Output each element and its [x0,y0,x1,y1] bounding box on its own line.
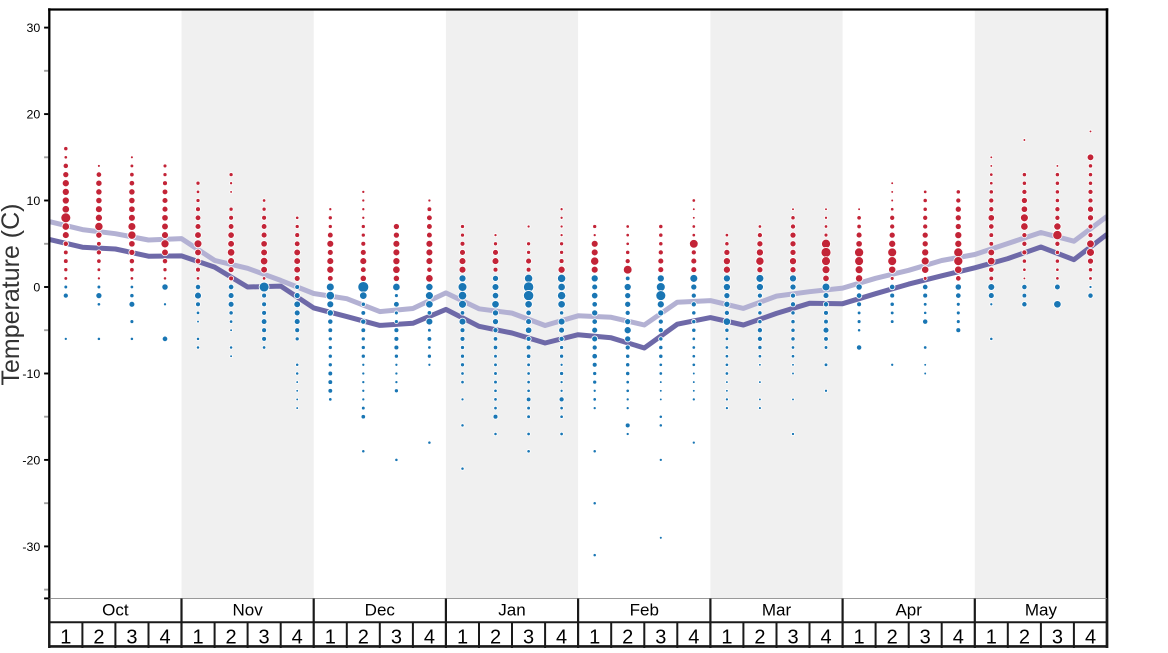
svg-text:4: 4 [292,627,303,649]
svg-text:Jan: Jan [498,601,525,620]
svg-text:4: 4 [556,627,567,649]
svg-text:4: 4 [688,627,699,649]
svg-text:20: 20 [27,108,41,122]
svg-text:-30: -30 [22,540,40,554]
svg-text:3: 3 [126,627,137,649]
svg-text:1: 1 [986,627,997,649]
svg-text:4: 4 [820,627,831,649]
svg-text:3: 3 [1052,627,1063,649]
svg-text:2: 2 [490,627,501,649]
svg-text:3: 3 [920,627,931,649]
svg-text:Nov: Nov [232,601,263,620]
svg-text:2: 2 [622,627,633,649]
svg-text:0: 0 [33,280,40,294]
svg-text:3: 3 [391,627,402,649]
svg-text:2: 2 [754,627,765,649]
svg-text:4: 4 [424,627,435,649]
svg-text:1: 1 [854,627,865,649]
svg-text:4: 4 [1085,627,1096,649]
svg-text:3: 3 [787,627,798,649]
svg-text:1: 1 [589,627,600,649]
svg-text:1: 1 [457,627,468,649]
svg-text:10: 10 [27,194,41,208]
svg-text:2: 2 [93,627,104,649]
svg-text:2: 2 [226,627,237,649]
svg-text:May: May [1025,601,1058,620]
svg-text:1: 1 [60,627,71,649]
svg-text:3: 3 [259,627,270,649]
svg-text:-20: -20 [22,453,40,467]
svg-text:4: 4 [953,627,964,649]
svg-text:3: 3 [523,627,534,649]
svg-text:-10: -10 [22,367,40,381]
svg-text:2: 2 [887,627,898,649]
svg-text:1: 1 [721,627,732,649]
svg-text:1: 1 [325,627,336,649]
svg-text:2: 2 [1019,627,1030,649]
svg-text:Temperature (C): Temperature (C) [0,204,25,386]
svg-text:Mar: Mar [762,601,792,620]
svg-text:Oct: Oct [102,601,129,620]
svg-text:Feb: Feb [630,601,659,620]
svg-text:30: 30 [27,21,41,35]
svg-text:Dec: Dec [365,601,396,620]
svg-text:1: 1 [192,627,203,649]
svg-text:2: 2 [358,627,369,649]
svg-text:Apr: Apr [895,601,922,620]
svg-text:3: 3 [655,627,666,649]
svg-text:4: 4 [159,627,170,649]
